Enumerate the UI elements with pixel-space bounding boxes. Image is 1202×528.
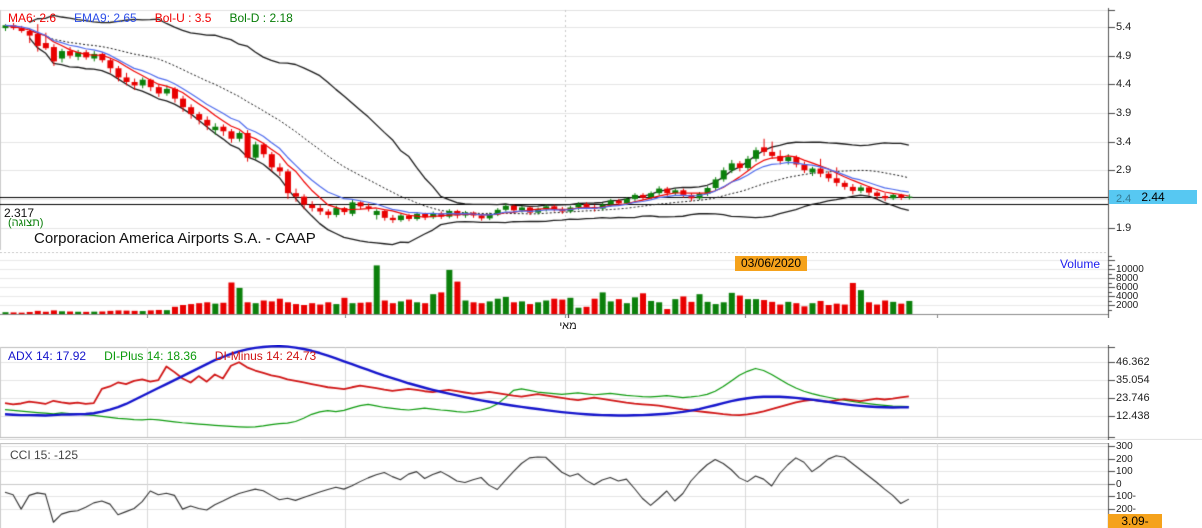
alert-line-note: (תצוגה) [8, 217, 44, 229]
legend-di-plus: DI-Plus 14: 18.36 [104, 349, 197, 363]
price-legend: MA6: 2.6 EMA9: 2.65 Bol-U : 3.5 Bol-D : 2.1… [8, 11, 311, 25]
legend-cci: CCI 15: -125 [10, 448, 79, 462]
x-axis-month-label: מאי [559, 320, 577, 332]
cci-legend: CCI 15: -125 [10, 448, 78, 462]
adx-legend: ADX 14: 17.92 DI-Plus 14: 18.36 DI-Minus 1… [8, 349, 334, 363]
volume-chart-canvas[interactable] [0, 252, 1202, 318]
legend-ema9: EMA9: 2.65 [74, 11, 137, 25]
legend-di-minus: DI-Minus 14: 24.73 [214, 349, 317, 363]
adx-chart-canvas[interactable] [0, 345, 1202, 440]
volume-panel-label: Volume [1059, 257, 1100, 271]
legend-bollinger-lower: Bol-D : 2.18 [229, 11, 293, 25]
price-chart-canvas[interactable] [0, 0, 1202, 252]
date-marker-badge: 03/06/2020 [735, 256, 807, 271]
legend-adx: ADX 14: 17.92 [8, 349, 87, 363]
current-price-badge: 2.44 [1109, 190, 1197, 204]
alert-line-price-label: 2.317 [4, 206, 35, 220]
symbol-title: Corporacion America Airports S.A. - CAAP [34, 230, 316, 247]
cci-chart-canvas[interactable] [0, 443, 1202, 528]
cci-last-value-badge: 3.09- [1108, 514, 1162, 528]
legend-ma6: MA6: 2.6 [8, 11, 57, 25]
legend-bollinger-upper: Bol-U : 3.5 [154, 11, 212, 25]
